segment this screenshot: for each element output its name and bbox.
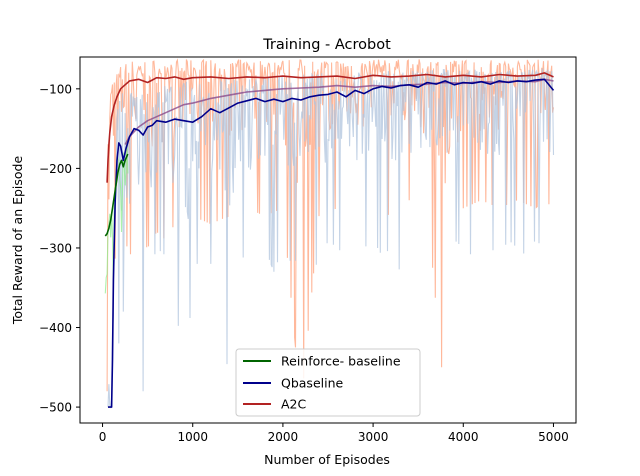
y-tick-label: −300 <box>39 241 72 255</box>
legend-label-qbaseline: Qbaseline <box>281 376 344 391</box>
legend-label-a2c: A2C <box>281 397 307 412</box>
x-tick-label: 3000 <box>358 430 389 444</box>
plot-frame <box>79 56 577 424</box>
legend-label-reinforce: Reinforce- baseline <box>281 354 401 369</box>
y-tick-label: −500 <box>39 401 72 415</box>
y-tick-label: −100 <box>39 82 72 96</box>
line-reinforce-baseline <box>104 153 129 237</box>
x-axis-label: Number of Episodes <box>264 452 390 467</box>
legend: Reinforce- baseline Qbaseline A2C <box>235 348 421 417</box>
y-axis-ticks: −500 −400 −300 −200 −100 <box>39 82 80 415</box>
x-tick-label: 4000 <box>448 430 479 444</box>
line-a2c <box>106 72 554 183</box>
x-tick-label: 0 <box>99 430 107 444</box>
y-tick-label: −400 <box>39 321 72 335</box>
legend-box <box>235 348 421 417</box>
raw-trace-a2c <box>106 58 555 392</box>
x-tick-label: 1000 <box>177 430 208 444</box>
y-tick-label: −200 <box>39 162 72 176</box>
smoothed-lines <box>104 72 555 408</box>
x-tick-label: 5000 <box>538 430 569 444</box>
raw-trace-qbaseline <box>107 68 555 409</box>
y-axis-label: Total Reward of an Episode <box>10 156 25 326</box>
line-qbaseline <box>108 78 555 408</box>
x-axis-ticks: 0 1000 2000 3000 4000 5000 <box>99 423 569 444</box>
x-tick-label: 2000 <box>268 430 299 444</box>
chart-title: Training - Acrobot <box>262 37 391 53</box>
